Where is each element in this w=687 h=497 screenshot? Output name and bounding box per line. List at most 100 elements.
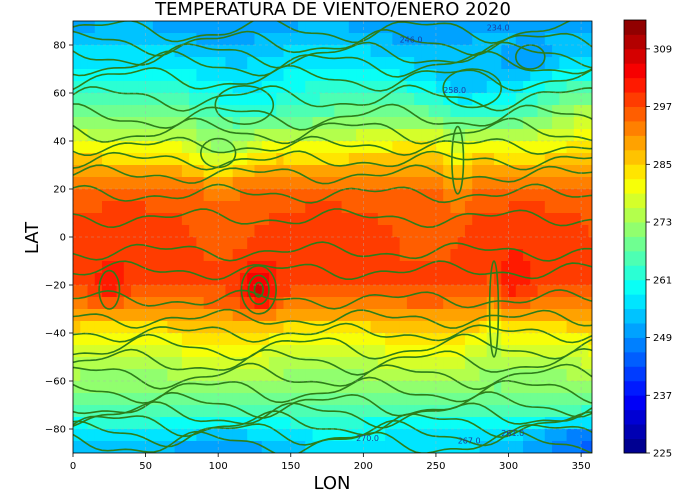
heatmap-cell	[131, 57, 139, 70]
heatmap-cell	[189, 405, 197, 418]
heatmap-cell	[290, 321, 299, 334]
heatmap-cell	[377, 249, 386, 262]
heatmap-cell	[160, 165, 168, 178]
heatmap-cell	[573, 21, 582, 34]
heatmap-cell	[116, 177, 125, 190]
heatmap-cell	[363, 201, 372, 214]
heatmap-cell	[450, 345, 459, 358]
x-tick-label: 200	[354, 461, 373, 472]
heatmap-cell	[94, 249, 103, 262]
heatmap-cell	[218, 345, 227, 358]
heatmap-cell	[167, 261, 176, 274]
heatmap-cell	[356, 165, 364, 178]
heatmap-cell	[189, 369, 197, 382]
heatmap-cell	[276, 345, 285, 358]
heatmap-cell	[588, 333, 592, 346]
heatmap-cell	[515, 57, 524, 70]
heatmap-cell	[356, 249, 364, 262]
heatmap-cell	[116, 357, 125, 370]
heatmap-cell	[174, 45, 183, 58]
heatmap-cell	[327, 345, 335, 358]
heatmap-cell	[552, 309, 560, 322]
heatmap-cell	[581, 381, 589, 394]
heatmap-cell	[552, 369, 560, 382]
heatmap-cell	[479, 369, 488, 382]
heatmap-cell	[464, 417, 473, 430]
heatmap-cell	[566, 393, 575, 406]
heatmap-cell	[203, 201, 212, 214]
heatmap-cell	[116, 21, 125, 34]
heatmap-cell	[515, 213, 524, 226]
colorbar-band	[624, 438, 646, 454]
heatmap-cell	[414, 165, 423, 178]
heatmap-cell	[450, 381, 459, 394]
heatmap-cell	[305, 105, 314, 118]
heatmap-cell	[348, 33, 357, 46]
heatmap-cell	[196, 165, 205, 178]
heatmap-cell	[218, 57, 227, 70]
heatmap-cell	[566, 429, 575, 442]
heatmap-cell	[581, 297, 589, 310]
heatmap-cell	[508, 69, 517, 82]
heatmap-cell	[109, 129, 118, 142]
heatmap-cell	[356, 189, 364, 202]
heatmap-cell	[218, 129, 227, 142]
heatmap-cell	[152, 165, 161, 178]
heatmap-cell	[414, 261, 423, 274]
heatmap-cell	[87, 429, 96, 442]
heatmap-cell	[450, 429, 459, 442]
heatmap-cell	[573, 345, 582, 358]
heatmap-cell	[298, 165, 306, 178]
heatmap-cell	[189, 237, 197, 250]
heatmap-cell	[334, 237, 343, 250]
heatmap-cell	[268, 237, 277, 250]
contour-ring	[451, 125, 465, 195]
heatmap-cell	[450, 285, 459, 298]
heatmap-cell	[385, 225, 393, 238]
heatmap-cell	[283, 333, 292, 346]
heatmap-cell	[341, 357, 350, 370]
heatmap-cell	[116, 249, 125, 262]
heatmap-cell	[479, 237, 488, 250]
heatmap-cell	[210, 237, 219, 250]
heatmap-cell	[109, 309, 118, 322]
heatmap-cell	[334, 69, 343, 82]
contour-label: 246.0	[400, 36, 423, 45]
heatmap-cell	[363, 441, 372, 453]
heatmap-cell	[399, 393, 408, 406]
heatmap-cell	[305, 333, 314, 346]
heatmap-cell	[334, 321, 343, 334]
heatmap-cell	[131, 441, 139, 453]
heatmap-cell	[544, 429, 553, 442]
heatmap-cell	[370, 357, 379, 370]
heatmap-cell	[501, 93, 510, 106]
heatmap-cell	[450, 33, 459, 46]
heatmap-cell	[363, 213, 372, 226]
heatmap-cell	[319, 297, 328, 310]
heatmap-cell	[392, 201, 401, 214]
heatmap-cell	[73, 129, 81, 142]
heatmap-cell	[501, 441, 510, 453]
heatmap-cell	[544, 285, 553, 298]
heatmap-cell	[421, 321, 430, 334]
heatmap-cell	[348, 93, 357, 106]
heatmap-cell	[508, 297, 517, 310]
heatmap-cell	[123, 45, 132, 58]
heatmap-cell	[370, 309, 379, 322]
heatmap-cell	[399, 225, 408, 238]
heatmap-cell	[138, 165, 147, 178]
heatmap-cell	[501, 417, 510, 430]
heatmap-cell	[283, 273, 292, 286]
heatmap-cell	[131, 285, 139, 298]
heatmap-cell	[225, 57, 234, 70]
y-tick-label: −40	[45, 329, 66, 340]
heatmap-cell	[196, 381, 205, 394]
heatmap-cell	[363, 45, 372, 58]
heatmap-cell	[508, 177, 517, 190]
heatmap-cell	[544, 297, 553, 310]
heatmap-cell	[145, 333, 154, 346]
heatmap-cell	[123, 417, 132, 430]
heatmap-cell	[464, 345, 473, 358]
heatmap-cell	[334, 165, 343, 178]
